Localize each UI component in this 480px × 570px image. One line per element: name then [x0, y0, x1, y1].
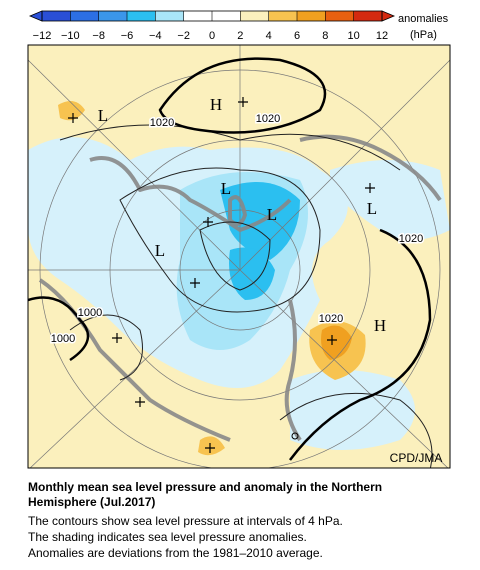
figure: −12 −10 −8 −6 −4 −2 0 2 4 6 8 10 12 anomalies (hPa) [27, 10, 451, 469]
colorbar-bin [183, 11, 213, 21]
map-label: L [367, 199, 377, 218]
colorbar: −12 −10 −8 −6 −4 −2 0 2 4 6 8 10 12 [28, 10, 396, 42]
colorbar-bin [297, 11, 326, 21]
colorbar-bin [42, 11, 71, 21]
colorbar-bin [155, 11, 185, 21]
colorbar-unit: (hPa) [410, 29, 437, 41]
map-label: H [374, 316, 386, 335]
colorbar-bin [268, 11, 298, 21]
map-label: L [98, 106, 108, 125]
colorbar-tick-label: 8 [322, 30, 328, 42]
colorbar-tick-label: −8 [92, 30, 105, 42]
caption-line: The shading indicates sea level pressure… [28, 530, 307, 544]
map-label: L [155, 241, 165, 260]
colorbar-bin [127, 11, 156, 21]
colorbar-tick-label: 0 [209, 30, 215, 42]
map-label: L [221, 179, 231, 198]
colorbar-tick-label: −4 [149, 30, 162, 42]
caption-line: The contours show sea level pressure at … [28, 514, 343, 528]
colorbar-bin [240, 11, 270, 21]
map-frame [27, 44, 451, 469]
caption-line: Anomalies are deviations from the 1981–2… [28, 546, 323, 560]
map-label: 1020 [319, 313, 343, 325]
colorbar-tick-label: 12 [376, 30, 388, 42]
colorbar-title: anomalies [398, 13, 449, 25]
colorbar-tick-label: −6 [121, 30, 134, 42]
colorbar-bin [353, 11, 383, 21]
map-label: 1000 [78, 307, 102, 319]
colorbar-arrow [381, 10, 396, 22]
caption-title: Monthly mean sea level pressure and anom… [28, 480, 383, 509]
colorbar-tick-label: −2 [177, 30, 190, 42]
map-label: 1020 [150, 117, 174, 129]
map-label: H [210, 95, 222, 114]
map-label: 1000 [51, 333, 75, 345]
map-label: 1020 [399, 233, 423, 245]
map: H L 1020 1020 L L L L 1020 1020 H 1000 1000 CPD/JMA [28, 45, 450, 468]
colorbar-bin [98, 11, 128, 21]
colorbar-bin [325, 11, 355, 21]
colorbar-tick-label: 4 [266, 30, 272, 42]
colorbar-tick-label: −10 [61, 30, 80, 42]
colorbar-tick-label: 10 [348, 30, 360, 42]
colorbar-arrow [28, 10, 43, 22]
credit: CPD/JMA [390, 451, 443, 465]
colorbar-tick-label: −12 [33, 30, 52, 42]
colorbar-tick-label: 6 [294, 30, 300, 42]
map-label: 1020 [256, 113, 280, 125]
colorbar-tick-label: 2 [237, 30, 243, 42]
colorbar-bin [212, 11, 241, 21]
map-label: L [267, 205, 277, 224]
colorbar-bin [70, 11, 100, 21]
